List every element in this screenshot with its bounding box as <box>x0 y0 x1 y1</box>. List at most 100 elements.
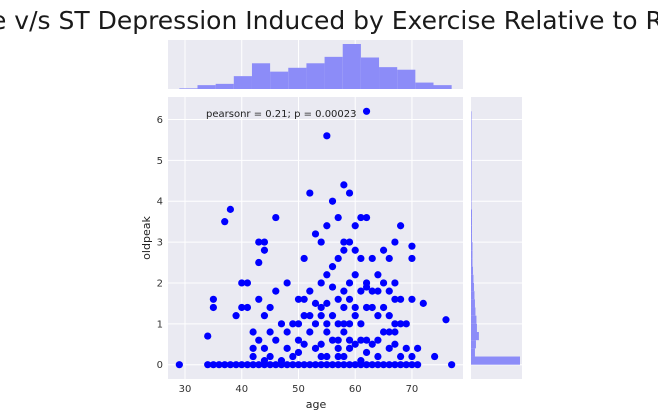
scatter-point <box>345 238 354 246</box>
scatter-point <box>357 320 365 328</box>
y-tick-label: 1 <box>157 319 163 330</box>
scatter-point <box>368 254 376 263</box>
scatter-point <box>311 361 320 369</box>
scatter-point <box>379 246 388 254</box>
scatter-point <box>306 361 314 369</box>
scatter-point <box>323 352 331 361</box>
scatter-point <box>345 344 354 352</box>
histogram-bar-age <box>433 85 452 89</box>
scatter-point <box>323 361 331 369</box>
scatter-point <box>260 238 269 246</box>
scatter-point <box>334 213 342 222</box>
scatter-point <box>221 218 229 226</box>
scatter-point <box>204 332 212 340</box>
scatter-point <box>414 344 422 352</box>
scatter-point <box>391 340 399 348</box>
scatter-point <box>294 320 303 328</box>
scatter-point <box>277 320 286 328</box>
scatter-point <box>209 361 217 369</box>
scatter-point <box>334 254 342 263</box>
scatter-point <box>385 254 393 263</box>
histogram-bar-oldpeak <box>471 209 472 218</box>
scatter-point <box>402 361 410 369</box>
scatter-point <box>249 328 257 336</box>
scatter-point <box>221 361 229 369</box>
scatter-point <box>385 361 393 369</box>
scatter-point <box>368 287 376 295</box>
scatter-point <box>260 246 269 254</box>
scatter-point <box>283 328 291 336</box>
scatter-point <box>362 361 371 369</box>
histogram-bar-age <box>179 88 198 89</box>
histogram-bar-oldpeak <box>471 274 474 283</box>
histogram-bar-oldpeak <box>471 266 473 275</box>
scatter-point <box>351 303 359 312</box>
scatter-point <box>294 295 303 303</box>
histogram-bar-oldpeak <box>471 242 473 251</box>
scatter-point <box>249 361 257 369</box>
scatter-point <box>368 303 376 312</box>
scatter-point <box>238 303 246 312</box>
scatter-point <box>255 238 263 246</box>
scatter-point <box>323 132 331 140</box>
scatter-point <box>328 197 337 205</box>
scatter-point <box>243 279 252 287</box>
scatter-point <box>232 312 240 320</box>
scatter-point <box>448 361 456 369</box>
scatter-point <box>362 107 371 115</box>
histogram-bar-oldpeak <box>471 348 475 357</box>
scatter-point <box>345 320 354 328</box>
scatter-point <box>345 295 354 303</box>
histogram-bar-oldpeak <box>471 332 479 341</box>
histogram-bar-age <box>306 63 325 89</box>
scatter-point <box>334 320 342 328</box>
scatter-point <box>340 320 348 328</box>
scatter-point <box>379 361 388 369</box>
pearson-annotation: pearsonr = 0.21; p = 0.00023 <box>206 109 357 120</box>
scatter-point <box>357 336 365 344</box>
scatter-point <box>283 344 291 352</box>
scatter-point <box>374 312 382 320</box>
scatter-point <box>374 271 382 279</box>
scatter-point <box>266 361 274 369</box>
scatter-point <box>226 361 235 369</box>
x-tick-label: 30 <box>179 384 192 395</box>
scatter-point <box>351 340 359 348</box>
scatter-point <box>408 295 416 303</box>
x-tick-label: 60 <box>349 384 362 395</box>
histogram-bar-oldpeak <box>471 315 477 324</box>
histogram-bar-age <box>397 69 416 89</box>
marginal-y-histogram <box>471 111 520 365</box>
scatter-point <box>328 336 337 344</box>
histogram-bar-oldpeak <box>471 356 520 365</box>
scatter-point <box>311 320 320 328</box>
scatter-point <box>260 357 269 365</box>
histogram-bar-age <box>324 56 343 89</box>
scatter-point <box>283 361 291 369</box>
scatter-point <box>357 287 365 295</box>
scatter-point <box>340 328 348 336</box>
scatter-point <box>419 299 427 307</box>
scatter-point <box>374 361 382 369</box>
chart-title: Age v/s ST Depression Induced by Exercis… <box>0 6 658 35</box>
scatter-point <box>300 361 308 369</box>
scatter-point <box>357 213 365 222</box>
histogram-bar-oldpeak <box>471 250 473 259</box>
scatter-point <box>272 336 280 344</box>
scatter-point <box>414 361 422 369</box>
scatter-point <box>374 336 382 344</box>
scatter-point <box>272 213 280 222</box>
scatter-point <box>379 279 388 287</box>
scatter-point <box>334 352 342 361</box>
y-tick-labels: 0 1 2 3 4 5 6 <box>157 115 163 371</box>
scatter-point <box>289 320 297 328</box>
scatter-point <box>340 303 348 312</box>
scatter-point <box>340 352 348 361</box>
scatter-point <box>209 295 217 303</box>
scatter-point <box>266 303 274 312</box>
scatter-point <box>289 361 297 369</box>
scatter-point <box>391 361 399 369</box>
scatter-point <box>345 189 354 197</box>
histogram-bar-oldpeak <box>471 307 476 316</box>
